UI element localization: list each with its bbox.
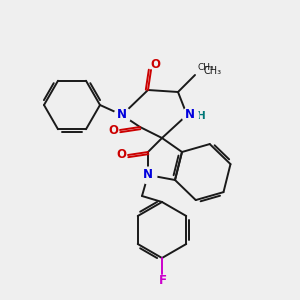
Text: O: O (116, 148, 126, 161)
Text: H: H (196, 111, 206, 121)
Text: N: N (185, 109, 195, 122)
Text: O: O (108, 124, 118, 136)
Text: N: N (143, 169, 153, 182)
Text: CH₃: CH₃ (203, 66, 221, 76)
Text: F: F (159, 274, 167, 286)
Text: N: N (117, 109, 127, 122)
Text: CH₃: CH₃ (198, 63, 214, 72)
Text: O: O (150, 58, 160, 71)
